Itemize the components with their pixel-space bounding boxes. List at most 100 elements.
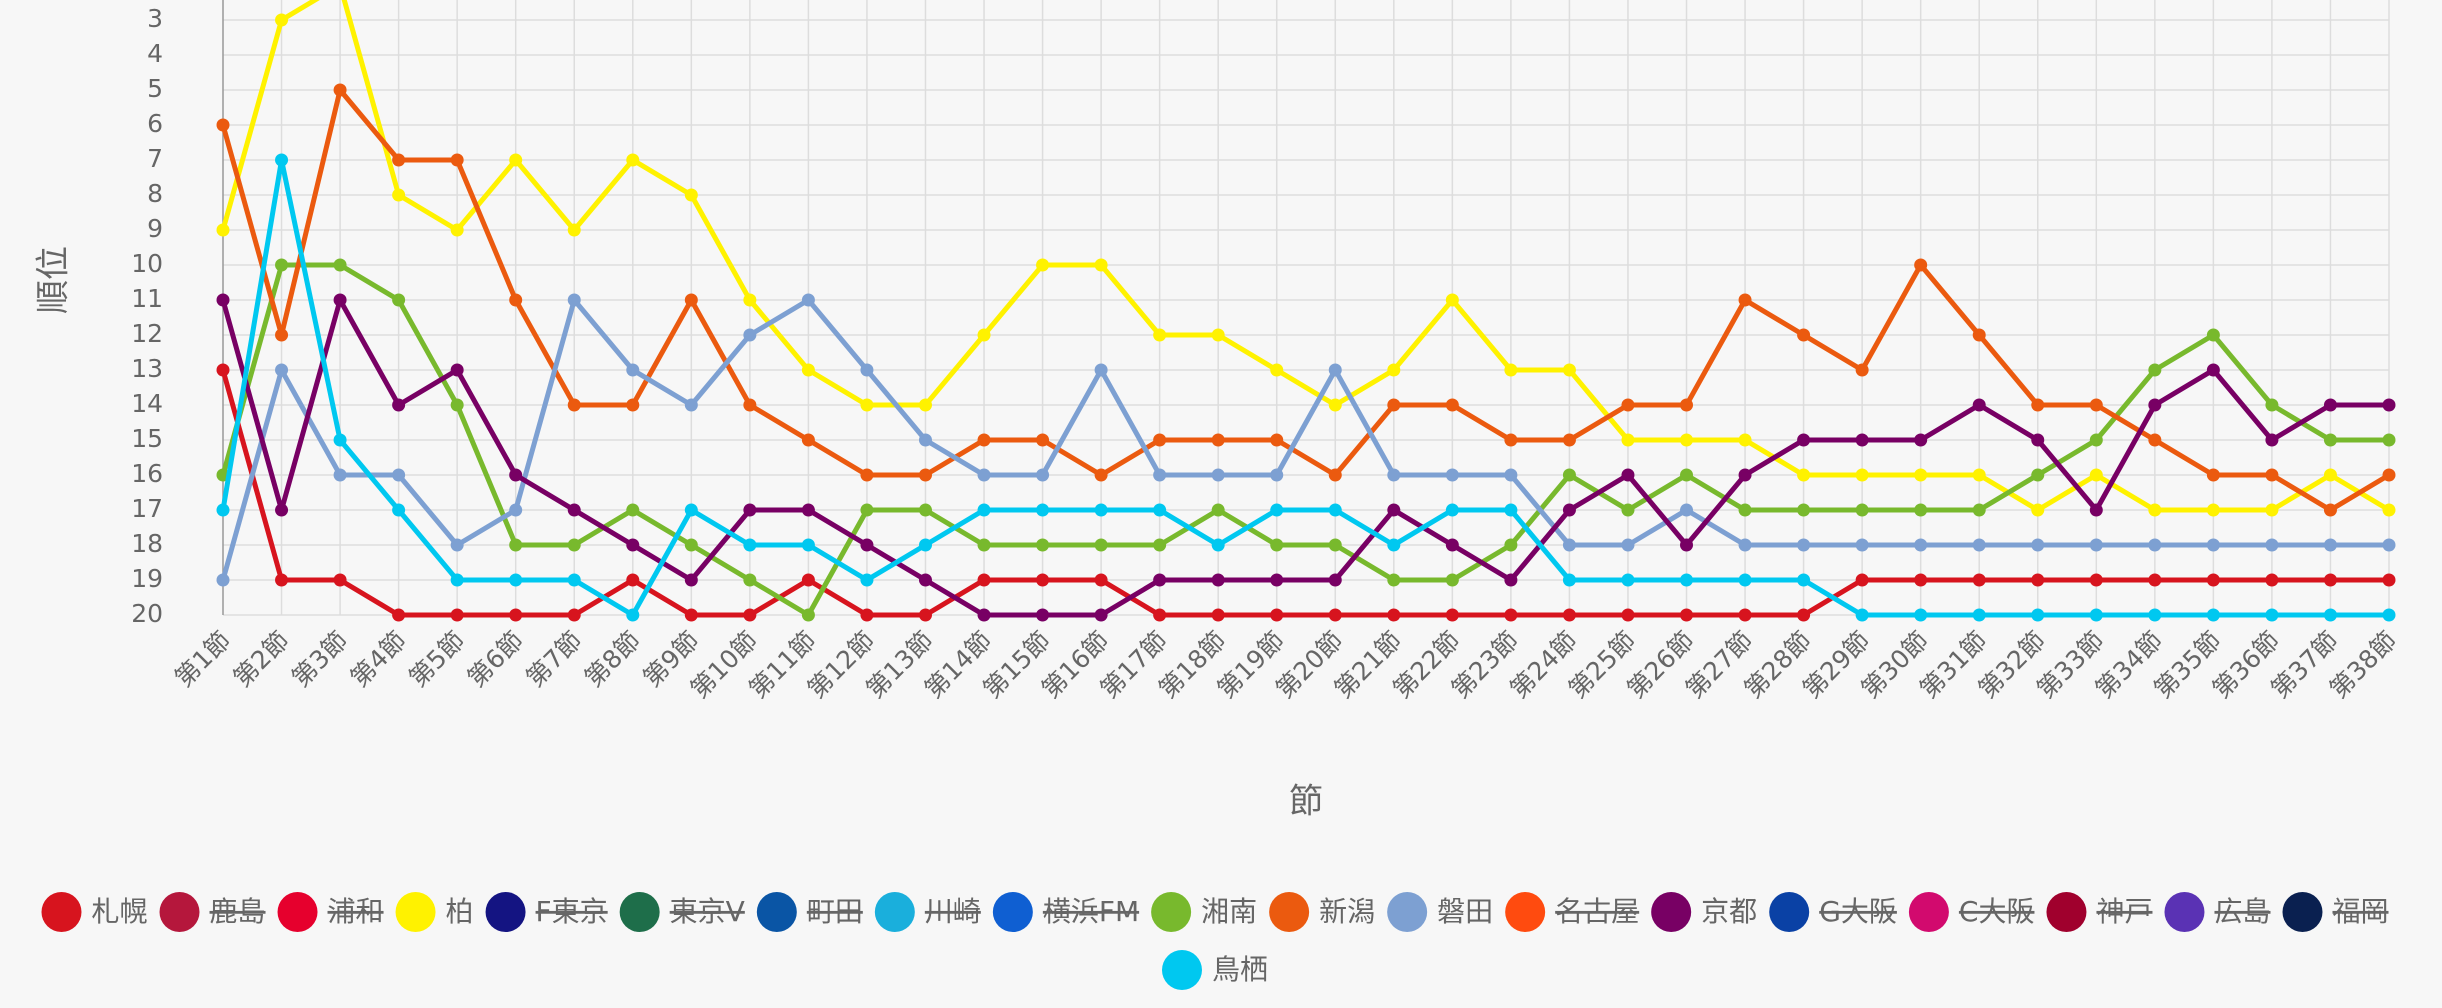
data-point: [1855, 433, 1869, 447]
data-point: [1855, 503, 1869, 517]
data-point: [1445, 573, 1459, 587]
legend-label: 新潟: [1319, 895, 1375, 928]
data-point: [918, 433, 932, 447]
legend-label: 鳥栖: [1212, 953, 1268, 986]
data-point: [275, 13, 289, 27]
data-point: [1094, 363, 1108, 377]
y-tick-label: 12: [131, 319, 163, 348]
data-point: [801, 538, 815, 552]
legend-label: C大阪: [1959, 895, 2035, 928]
legend-marker: [1505, 892, 1546, 932]
data-point: [1328, 573, 1342, 587]
legend-item[interactable]: 新潟: [1269, 892, 1375, 932]
data-point: [918, 608, 932, 622]
legend-label: 広島: [2214, 895, 2270, 928]
data-point: [392, 608, 406, 622]
y-tick-label: 20: [131, 599, 163, 628]
data-point: [1036, 258, 1050, 272]
data-point: [450, 363, 464, 377]
legend-item[interactable]: 磐田: [1387, 892, 1493, 932]
data-point: [743, 608, 757, 622]
legend-item[interactable]: 広島: [2164, 892, 2270, 932]
data-point: [1562, 363, 1576, 377]
data-point: [801, 363, 815, 377]
legend-item[interactable]: G大阪: [1769, 892, 1897, 932]
data-point: [1738, 503, 1752, 517]
data-point: [2382, 398, 2396, 412]
legend-item[interactable]: 名古屋: [1505, 892, 1639, 932]
legend-item[interactable]: 福岡: [2282, 892, 2389, 932]
data-point: [1738, 293, 1752, 307]
data-point: [860, 398, 874, 412]
data-point: [977, 608, 991, 622]
data-point: [2031, 468, 2045, 482]
legend-item[interactable]: 京都: [1651, 892, 1757, 932]
data-point: [1270, 608, 1284, 622]
data-point: [2265, 468, 2279, 482]
data-point: [2031, 398, 2045, 412]
data-point: [977, 503, 991, 517]
data-point: [1797, 608, 1811, 622]
data-point: [2382, 608, 2396, 622]
data-point: [509, 538, 523, 552]
data-point: [860, 608, 874, 622]
legend-item[interactable]: 柏: [395, 892, 474, 932]
data-point: [509, 608, 523, 622]
legend-item[interactable]: C大阪: [1908, 892, 2035, 932]
data-point: [1504, 503, 1518, 517]
data-point: [626, 503, 640, 517]
data-point: [1797, 328, 1811, 342]
data-point: [1504, 433, 1518, 447]
data-point: [2089, 398, 2103, 412]
data-point: [860, 363, 874, 377]
data-point: [1036, 608, 1050, 622]
legend-item[interactable]: 湘南: [1151, 892, 1257, 932]
legend-label: 柏: [446, 895, 474, 928]
data-point: [2089, 433, 2103, 447]
legend-marker: [1269, 892, 1310, 932]
data-point: [2031, 433, 2045, 447]
data-point: [1094, 573, 1108, 587]
legend-label: 京都: [1701, 895, 1757, 928]
data-point: [450, 398, 464, 412]
legend-item[interactable]: F東京: [485, 892, 608, 932]
data-point: [275, 258, 289, 272]
legend-item[interactable]: 札幌: [41, 892, 148, 932]
data-point: [2323, 398, 2337, 412]
data-point: [2206, 503, 2220, 517]
data-point: [743, 538, 757, 552]
y-tick-label: 19: [131, 564, 163, 593]
legend-item[interactable]: 川崎: [874, 892, 981, 932]
data-point: [2148, 573, 2162, 587]
data-point: [626, 153, 640, 167]
data-point: [684, 503, 698, 517]
legend-item[interactable]: 鳥栖: [1161, 950, 1268, 990]
legend-item[interactable]: 浦和: [277, 892, 384, 932]
legend-item[interactable]: 東京V: [619, 892, 745, 932]
data-point: [450, 573, 464, 587]
data-point: [860, 503, 874, 517]
series-line: [220, 297, 2389, 618]
legend-item[interactable]: 鹿島: [159, 892, 266, 932]
data-point: [626, 573, 640, 587]
data-point: [567, 503, 581, 517]
data-point: [1855, 573, 1869, 587]
data-point: [1738, 573, 1752, 587]
legend-label: 神戸: [2096, 895, 2152, 928]
data-point: [2265, 398, 2279, 412]
legend-item[interactable]: 横浜FM: [992, 892, 1139, 932]
y-tick-label: 13: [131, 354, 163, 383]
x-tick-label: 第1節: [169, 626, 236, 693]
data-point: [333, 573, 347, 587]
data-point: [509, 153, 523, 167]
legend-item[interactable]: 神戸: [2046, 892, 2152, 932]
data-point: [392, 293, 406, 307]
data-point: [1914, 573, 1928, 587]
data-point: [1328, 608, 1342, 622]
legend-item[interactable]: 町田: [756, 892, 863, 932]
data-point: [509, 503, 523, 517]
legend-marker: [1387, 892, 1428, 932]
data-point: [1328, 398, 1342, 412]
series-line: [220, 369, 2389, 618]
data-point: [1153, 538, 1167, 552]
